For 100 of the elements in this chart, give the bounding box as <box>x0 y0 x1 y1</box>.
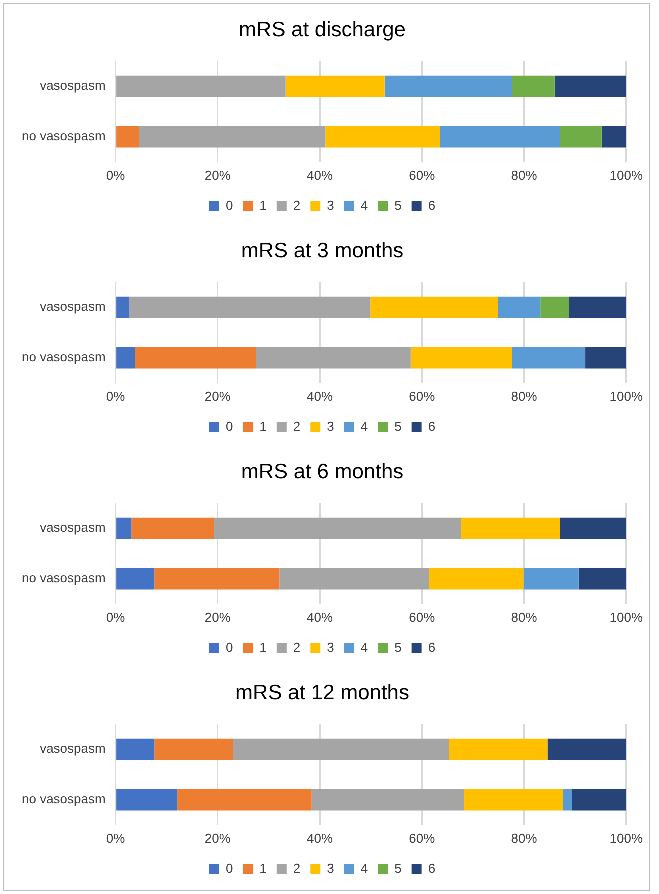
legend-label: 2 <box>293 640 301 656</box>
bar <box>548 738 626 760</box>
x-tick-label: 20% <box>204 830 232 846</box>
bar <box>139 126 326 148</box>
bar <box>116 296 130 318</box>
chart-title: mRS at 6 months <box>241 460 404 484</box>
bar <box>602 126 626 148</box>
bar <box>586 347 626 369</box>
bar <box>256 347 411 369</box>
bar <box>116 76 286 98</box>
bar <box>116 126 140 148</box>
x-tick-label: 60% <box>409 830 436 846</box>
legend-label: 5 <box>394 419 402 434</box>
x-tick-label: 100% <box>610 388 644 404</box>
x-tick-label: 60% <box>409 610 436 625</box>
bar <box>498 296 541 318</box>
bar <box>135 347 256 369</box>
x-tick-label: 100% <box>610 610 644 625</box>
x-tick-label: 0% <box>106 388 126 404</box>
bar <box>560 126 602 148</box>
x-tick-label: 80% <box>511 168 538 183</box>
bar <box>563 789 572 811</box>
bar <box>132 518 214 540</box>
bar <box>312 789 465 811</box>
legend-label: 0 <box>226 198 234 214</box>
bar <box>464 789 564 811</box>
x-tick-label: 20% <box>204 168 232 183</box>
legend-label: 0 <box>226 419 234 434</box>
bar <box>449 738 548 760</box>
bar <box>440 126 560 148</box>
legend-label: 6 <box>428 861 436 876</box>
bar <box>130 296 371 318</box>
x-tick-label: 60% <box>409 388 436 404</box>
bar <box>524 568 579 590</box>
bar <box>569 296 626 318</box>
bar <box>578 568 626 590</box>
bar <box>560 518 626 540</box>
x-tick-label: 80% <box>511 388 538 404</box>
bar <box>116 738 155 760</box>
x-tick-label: 40% <box>307 830 334 846</box>
bar <box>572 789 626 811</box>
bar <box>116 518 132 540</box>
y-tick-label: vasospasm <box>40 520 106 536</box>
legend-label: 4 <box>360 861 368 876</box>
bar <box>540 296 570 318</box>
legend-label: 5 <box>394 640 402 656</box>
bar <box>116 789 178 811</box>
x-tick-label: 40% <box>307 168 334 183</box>
y-tick-label: vasospasm <box>40 299 106 314</box>
bar <box>461 518 560 540</box>
x-tick-label: 100% <box>610 168 644 183</box>
bar <box>116 347 136 369</box>
legend-label: 3 <box>327 419 334 434</box>
x-tick-label: 0% <box>106 168 126 183</box>
bar <box>280 568 430 590</box>
bar <box>384 76 512 98</box>
y-tick-label: no vasospasm <box>22 350 106 365</box>
x-tick-label: 0% <box>106 610 126 625</box>
bar <box>116 568 155 590</box>
y-tick-label: no vasospasm <box>22 792 106 807</box>
chart-title: mRS at 3 months <box>241 239 404 262</box>
x-tick-label: 60% <box>409 168 436 183</box>
bar <box>429 568 524 590</box>
x-tick-label: 100% <box>610 830 644 846</box>
x-tick-label: 0% <box>106 830 126 846</box>
legend-label: 2 <box>293 198 301 214</box>
bar <box>410 347 512 369</box>
x-tick-label: 20% <box>204 388 232 404</box>
legend-label: 2 <box>293 861 301 876</box>
legend-label: 5 <box>394 861 402 876</box>
legend-label: 0 <box>226 640 234 656</box>
legend-label: 3 <box>327 198 334 214</box>
legend-label: 1 <box>260 640 267 656</box>
legend-label: 0 <box>226 861 234 876</box>
chart-title: mRS at 12 months <box>236 681 410 704</box>
y-tick-label: vasospasm <box>40 741 106 756</box>
chart-title: mRS at discharge <box>239 18 406 42</box>
y-tick-label: vasospasm <box>40 78 106 94</box>
bar <box>512 347 586 369</box>
x-tick-label: 40% <box>307 610 334 625</box>
x-tick-label: 20% <box>204 610 232 625</box>
bar <box>554 76 626 98</box>
legend-label: 6 <box>428 198 436 214</box>
bar <box>178 789 312 811</box>
legend-label: 4 <box>360 640 368 656</box>
bar <box>154 568 280 590</box>
legend-label: 4 <box>360 198 368 214</box>
legend-label: 1 <box>260 861 267 876</box>
legend-label: 1 <box>260 419 267 434</box>
bar <box>326 126 440 148</box>
legend-label: 3 <box>327 861 334 876</box>
bar <box>233 738 450 760</box>
x-tick-label: 40% <box>307 388 334 404</box>
bar <box>214 518 462 540</box>
bar <box>370 296 498 318</box>
legend-label: 1 <box>260 198 267 214</box>
legend-label: 4 <box>360 419 368 434</box>
bar <box>286 76 385 98</box>
legend-label: 6 <box>428 419 436 434</box>
legend-label: 6 <box>428 640 436 656</box>
